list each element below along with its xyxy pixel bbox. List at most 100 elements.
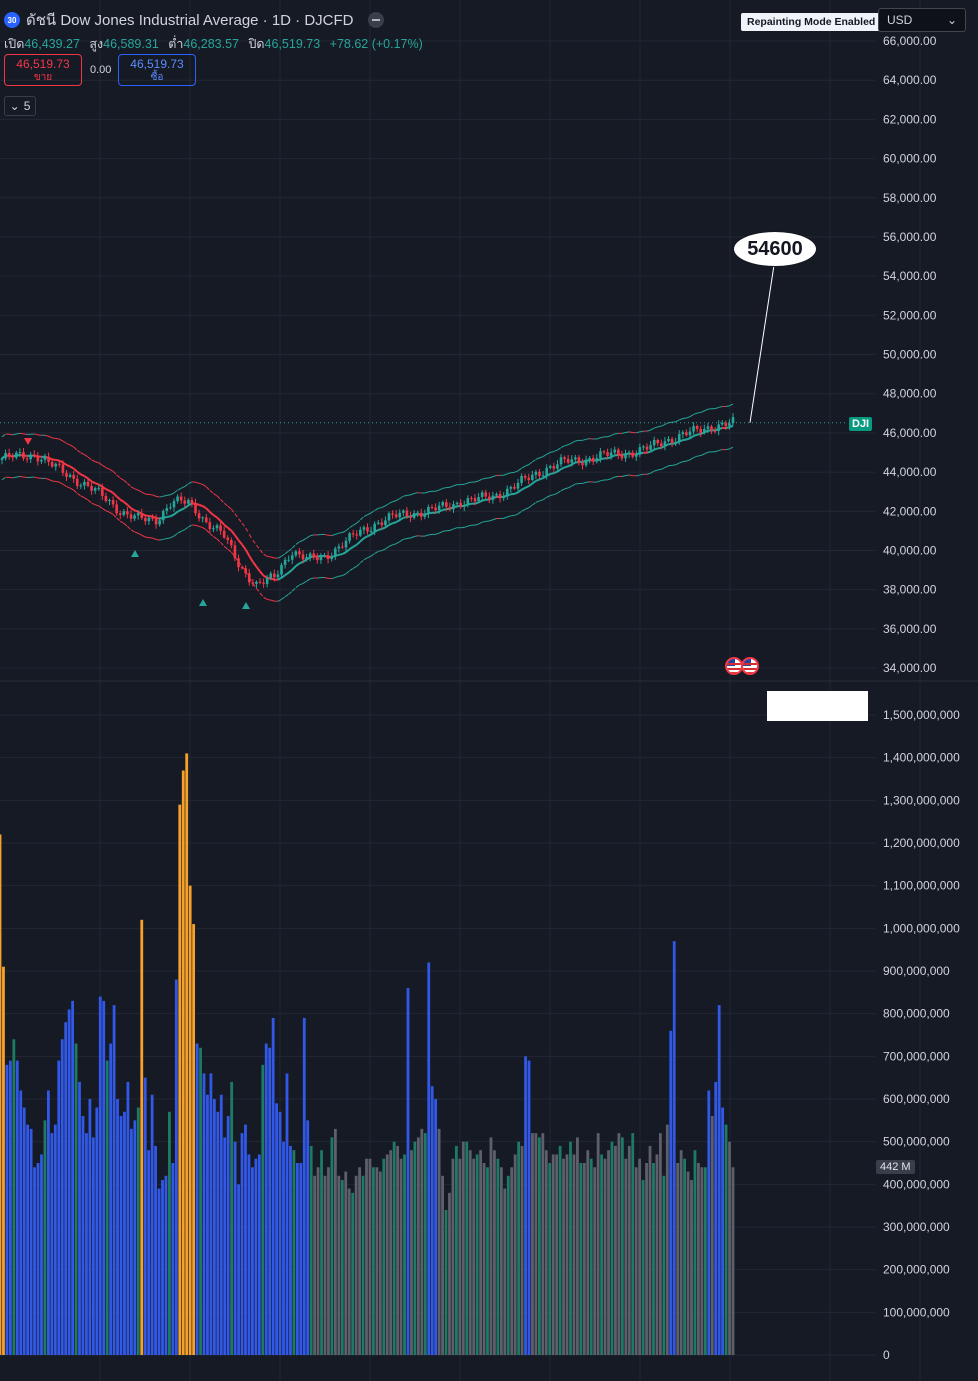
sell-button[interactable]: 46,519.73 ขาย xyxy=(4,54,82,86)
upper-band-line xyxy=(553,449,558,453)
candle-body xyxy=(488,496,491,500)
upper-band-line xyxy=(342,530,347,533)
upper-band-line xyxy=(302,537,307,541)
volume-axis-label: 1,300,000,000 xyxy=(883,793,960,807)
volume-bar xyxy=(188,885,192,1355)
upper-band-line xyxy=(442,487,447,489)
moving-average-line xyxy=(610,454,616,459)
buy-button[interactable]: 46,519.73 ซื้อ xyxy=(118,54,196,86)
upper-band-line xyxy=(310,534,314,537)
upper-band-line xyxy=(284,550,289,554)
moving-average-line xyxy=(198,503,203,507)
upper-band-line xyxy=(607,435,612,438)
moving-average-line xyxy=(227,526,232,532)
candle-body xyxy=(330,556,333,560)
candle-body xyxy=(419,512,423,517)
upper-band-line xyxy=(109,468,114,472)
price-axis-label: 52,000.00 xyxy=(883,308,937,322)
volume-axis-label: 300,000,000 xyxy=(883,1220,950,1234)
upper-band-line xyxy=(213,493,218,497)
upper-band-line xyxy=(729,403,734,407)
lower-band-line xyxy=(664,465,669,469)
upper-band-line xyxy=(367,512,372,516)
volume-bar xyxy=(292,1150,296,1355)
price-axis-label: 38,000.00 xyxy=(883,583,937,597)
upper-band-line xyxy=(560,445,565,449)
volume-bar xyxy=(320,1150,323,1355)
candle-body xyxy=(545,467,548,476)
volume-bar xyxy=(223,1137,227,1355)
moving-average-line xyxy=(105,488,110,492)
upper-band-line xyxy=(112,470,118,476)
candle-body xyxy=(430,506,434,508)
moving-average-line xyxy=(381,526,386,530)
candle-body xyxy=(609,452,613,456)
indicators-toggle-button[interactable]: ⌄ 5 xyxy=(4,96,36,116)
moving-average-line xyxy=(528,482,533,487)
moving-average-line xyxy=(83,475,89,480)
volume-bar xyxy=(510,1167,514,1355)
lower-band-line xyxy=(467,524,472,527)
lower-band-line xyxy=(385,546,390,550)
candle-body xyxy=(649,445,652,450)
lower-band-line xyxy=(252,583,257,589)
lower-band-line xyxy=(636,474,640,477)
lower-band-line xyxy=(474,523,479,526)
lower-band-line xyxy=(342,573,347,577)
upper-band-line xyxy=(428,490,433,493)
candle-body xyxy=(520,475,523,483)
volume-bar xyxy=(430,1086,434,1355)
lower-band-line xyxy=(73,489,78,494)
lower-band-line xyxy=(84,497,89,501)
moving-average-line xyxy=(374,529,379,533)
volume-bar xyxy=(123,1111,126,1355)
upper-band-line xyxy=(693,412,698,415)
upper-band-line xyxy=(550,451,554,453)
volume-bar xyxy=(192,924,196,1355)
lower-band-line xyxy=(62,483,67,487)
us-flag-event-icon[interactable] xyxy=(741,657,759,675)
lower-band-line xyxy=(672,464,676,466)
market-status-icon[interactable] xyxy=(367,12,384,28)
symbol-title[interactable]: ดัชนี Dow Jones Industrial Average · 1D … xyxy=(26,12,354,29)
lower-band-line xyxy=(521,508,526,512)
candle-body xyxy=(147,517,151,522)
candle-body xyxy=(4,453,7,459)
lower-band-line xyxy=(324,577,329,579)
volume-axis-label: 500,000,000 xyxy=(883,1135,950,1149)
volume-bar xyxy=(282,1141,285,1355)
moving-average-line xyxy=(349,546,354,551)
currency-select[interactable]: USD ⌄ xyxy=(878,8,966,32)
moving-average-line xyxy=(72,467,78,473)
upper-band-line xyxy=(689,414,694,418)
upper-band-line xyxy=(95,461,99,464)
lower-band-line xyxy=(256,587,261,594)
upper-band-line xyxy=(256,544,261,551)
upper-band-line xyxy=(84,454,89,458)
candle-body xyxy=(129,514,133,519)
candle-body xyxy=(108,500,111,502)
volume-bar xyxy=(271,1017,275,1355)
candle-body xyxy=(305,557,308,560)
moving-average-line xyxy=(403,515,408,519)
lower-band-line xyxy=(80,495,85,499)
close-value: 46,519.73 xyxy=(264,37,321,51)
moving-average-line xyxy=(646,450,651,454)
volume-bar xyxy=(427,962,431,1355)
lower-band-line xyxy=(105,510,110,513)
moving-average-line xyxy=(169,513,175,518)
target-annotation[interactable]: 54600 xyxy=(733,231,817,267)
lower-band-line xyxy=(76,492,82,497)
moving-average-line xyxy=(244,549,251,557)
candle-body xyxy=(283,559,287,565)
lower-band-line xyxy=(697,455,701,457)
volume-bar xyxy=(133,1120,137,1355)
candle-body xyxy=(161,511,165,521)
candle-body xyxy=(179,496,183,501)
candle-body xyxy=(477,497,480,502)
volume-bar xyxy=(323,1175,327,1355)
lower-band-line xyxy=(202,527,207,531)
volume-bar xyxy=(728,1141,731,1355)
lower-band-line xyxy=(216,538,221,543)
